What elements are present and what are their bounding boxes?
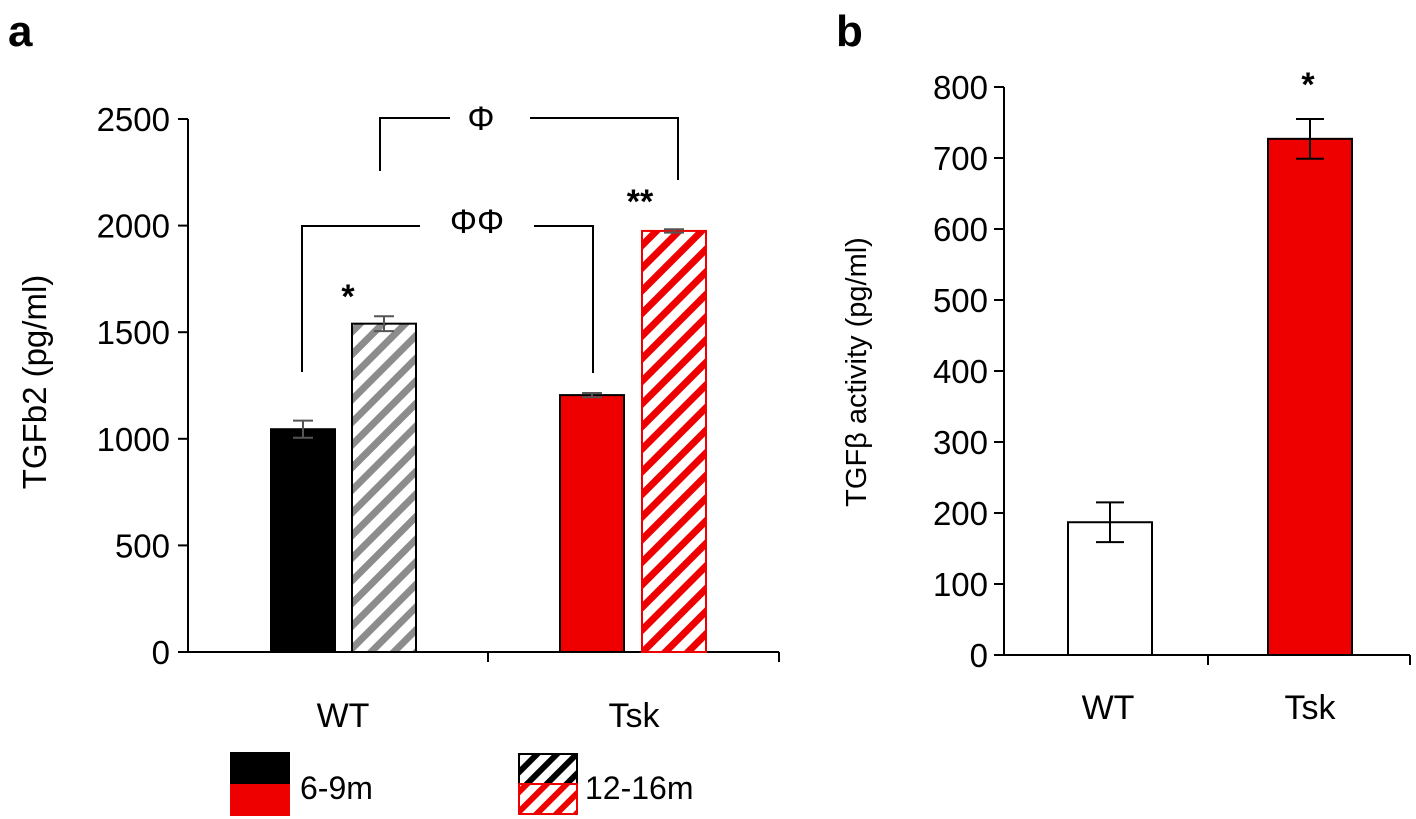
y-tick-label-b: 0: [970, 637, 988, 674]
legend-swatch-12-16m-black: [518, 753, 578, 785]
bar-tsk-b: [1267, 137, 1353, 656]
bars-b: [1067, 117, 1353, 656]
category-label-tsk-a: Tsk: [609, 697, 661, 735]
error-bar-tsk-12-16m: [664, 228, 684, 234]
category-label-tsk-b: Tsk: [1285, 689, 1337, 727]
bar-wt-6-9m: [270, 428, 336, 653]
bars-a: [270, 228, 707, 653]
error-bar-wt-12-16m: [374, 315, 394, 333]
panel-label-a: a: [8, 7, 33, 56]
y-tick-label-b: 500: [933, 282, 988, 319]
y-tick-label-a: 0: [152, 634, 170, 671]
bracket-mid-label: ΦΦ: [450, 203, 504, 241]
panel-label-b: b: [836, 7, 863, 56]
y-tick-label-b: 600: [933, 211, 988, 248]
y-tick-label-b: 400: [933, 353, 988, 390]
legend-swatch-6-9m-red: [230, 784, 290, 816]
category-label-wt-b: WT: [1082, 689, 1135, 727]
legend-label-6-9m: 6-9m: [300, 770, 373, 806]
bar-wt-12-16m: [351, 322, 417, 653]
bracket-top: [379, 117, 679, 180]
bracket-top-label: Φ: [467, 100, 494, 138]
error-bar-wt-6-9m: [293, 419, 313, 439]
y-tick-label-b: 300: [933, 424, 988, 461]
y-tick-label-a: 1000: [97, 421, 170, 458]
y-tick-label-a: 2000: [97, 208, 170, 245]
error-bar-wt-b: [1096, 501, 1124, 544]
y-tick-label-b: 200: [933, 495, 988, 532]
error-bar-tsk-6-9m: [582, 391, 602, 399]
significance-star-tsk: **: [627, 183, 654, 221]
legend-swatch-12-16m-red: [518, 783, 578, 815]
legend-swatch-6-9m-black: [230, 752, 290, 784]
axes-a: 0 500 1000 1500 2000 2500: [97, 101, 780, 671]
legend-label-12-16m: 12-16m: [585, 770, 694, 806]
y-tick-label-b: 800: [933, 69, 988, 106]
bar-tsk-6-9m: [559, 394, 625, 653]
significance-star-wt: *: [341, 278, 355, 316]
legend: 6-9m 12-16m: [230, 752, 694, 816]
bar-tsk-12-16m: [641, 229, 707, 653]
y-tick-label-a: 1500: [97, 314, 170, 351]
y-tick-label-b: 700: [933, 140, 988, 177]
y-axis-label-b: TGFβ activity (pg/ml): [841, 237, 873, 507]
y-tick-label-a: 2500: [97, 101, 170, 138]
y-tick-label-a: 500: [115, 527, 170, 564]
y-axis-label-a: TGFb2 (pg/ml): [16, 275, 53, 490]
axes-b: 0 100 200 300 400 500 600 700 800: [933, 69, 1411, 674]
y-tick-label-b: 100: [933, 566, 988, 603]
significance-star-b: *: [1301, 66, 1315, 104]
category-label-wt-a: WT: [317, 697, 370, 735]
bar-wt-b: [1067, 521, 1153, 656]
error-bar-tsk-b: [1296, 117, 1324, 160]
bracket-mid: [301, 225, 594, 373]
